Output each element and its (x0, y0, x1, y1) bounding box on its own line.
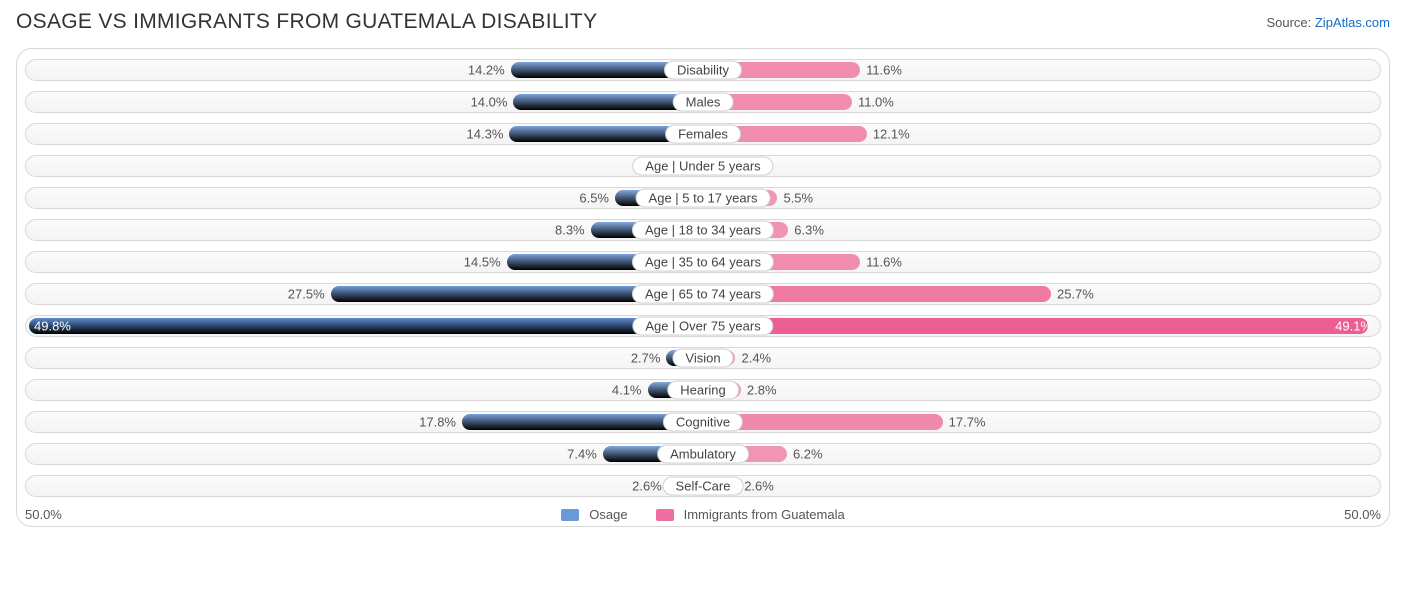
value-label-left: 4.1% (612, 383, 642, 398)
chart-row: Age | Under 5 years1.8%1.2% (25, 155, 1381, 177)
row-category-label: Cognitive (663, 413, 743, 432)
value-label-left: 2.7% (631, 351, 661, 366)
value-label-left: 14.5% (464, 255, 501, 270)
chart-row: Self-Care2.6% 2.6% (25, 475, 1381, 497)
value-label-left: 14.2% (468, 63, 505, 78)
value-label-left: 17.8% (419, 415, 456, 430)
chart-row: Age | 35 to 64 years 14.5% 11.6% (25, 251, 1381, 273)
row-category-label: Age | 35 to 64 years (632, 253, 774, 272)
value-label-right: 2.6% (744, 479, 774, 494)
value-label-right: 2.8% (747, 383, 777, 398)
legend-swatch-right (656, 509, 674, 521)
value-label-right: 49.1% (1335, 319, 1372, 334)
chart-footer: 50.0% Osage Immigrants from Guatemala 50… (25, 507, 1381, 522)
value-label-right: 11.6% (866, 255, 902, 270)
chart-area: Disability 14.2% 11.6% Males 14.0% 11.0% Femal… (16, 48, 1390, 527)
row-category-label: Age | 65 to 74 years (632, 285, 774, 304)
chart-row: Disability 14.2% 11.6% (25, 59, 1381, 81)
chart-row: Vision 2.7% 2.4% (25, 347, 1381, 369)
row-category-label: Age | Under 5 years (632, 157, 773, 176)
legend-swatch-left (561, 509, 579, 521)
chart-row: Age | 18 to 34 years 8.3% 6.3% (25, 219, 1381, 241)
value-label-left: 14.0% (471, 95, 508, 110)
chart-row: Age | 65 to 74 years 27.5% 25.7% (25, 283, 1381, 305)
value-label-right: 11.6% (866, 63, 902, 78)
chart-row: Age | Over 75 years 49.8% 49.1% (25, 315, 1381, 337)
value-label-right: 6.3% (794, 223, 824, 238)
chart-title: OSAGE VS IMMIGRANTS FROM GUATEMALA DISAB… (16, 10, 597, 34)
row-category-label: Males (673, 93, 734, 112)
row-category-label: Age | 18 to 34 years (632, 221, 774, 240)
value-label-left: 27.5% (288, 287, 325, 302)
value-label-left: 8.3% (555, 223, 585, 238)
chart-row: Ambulatory 7.4% 6.2% (25, 443, 1381, 465)
row-category-label: Hearing (667, 381, 739, 400)
source-prefix: Source: (1266, 15, 1314, 30)
rows-container: Disability 14.2% 11.6% Males 14.0% 11.0% Femal… (25, 59, 1381, 497)
chart-row: Males 14.0% 11.0% (25, 91, 1381, 113)
row-category-label: Ambulatory (657, 445, 749, 464)
value-label-left: 49.8% (34, 319, 71, 334)
value-label-right: 17.7% (949, 415, 986, 430)
value-label-right: 6.2% (793, 447, 823, 462)
value-label-right: 11.0% (858, 95, 894, 110)
chart-row: Hearing 4.1% 2.8% (25, 379, 1381, 401)
value-label-left: 14.3% (467, 127, 504, 142)
chart-legend: Osage Immigrants from Guatemala (62, 507, 1344, 522)
value-label-left: 6.5% (579, 191, 609, 206)
row-category-label: Age | Over 75 years (632, 317, 773, 336)
bar-right (703, 318, 1368, 334)
row-category-label: Self-Care (663, 477, 744, 496)
value-label-right: 12.1% (873, 127, 910, 142)
value-label-right: 25.7% (1057, 287, 1094, 302)
row-category-label: Disability (664, 61, 742, 80)
legend-label-left: Osage (589, 507, 627, 522)
value-label-left: 7.4% (567, 447, 597, 462)
value-label-right: 2.4% (741, 351, 771, 366)
chart-row: Cognitive 17.8% 17.7% (25, 411, 1381, 433)
row-category-label: Females (665, 125, 741, 144)
legend-label-right: Immigrants from Guatemala (684, 507, 845, 522)
chart-row: Age | 5 to 17 years 6.5% 5.5% (25, 187, 1381, 209)
axis-left-label: 50.0% (25, 507, 62, 522)
row-category-label: Age | 5 to 17 years (636, 189, 771, 208)
bar-left (29, 318, 703, 334)
chart-source: Source: ZipAtlas.com (1266, 15, 1390, 30)
source-link[interactable]: ZipAtlas.com (1315, 15, 1390, 30)
axis-right-label: 50.0% (1344, 507, 1381, 522)
chart-header: OSAGE VS IMMIGRANTS FROM GUATEMALA DISAB… (16, 10, 1390, 34)
value-label-right: 5.5% (783, 191, 813, 206)
row-category-label: Vision (672, 349, 733, 368)
value-label-left: 2.6% (632, 479, 662, 494)
chart-row: Females 14.3% 12.1% (25, 123, 1381, 145)
